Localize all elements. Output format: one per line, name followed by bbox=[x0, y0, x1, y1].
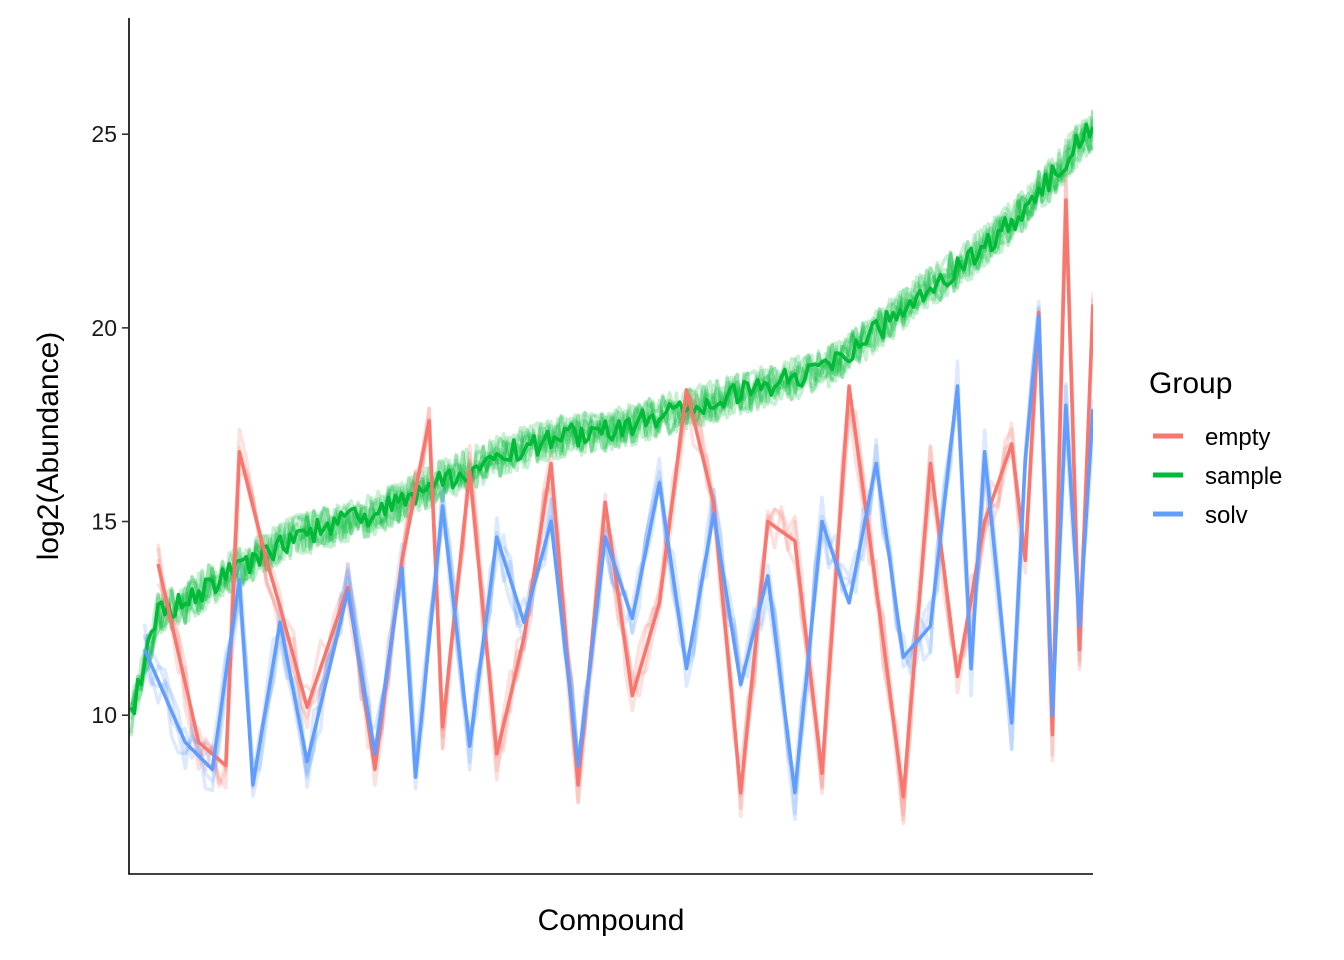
series-sample-replicate bbox=[129, 121, 1093, 708]
legend-label-empty: empty bbox=[1205, 424, 1270, 451]
series-empty-line bbox=[156, 198, 1093, 799]
series-sample-replicate bbox=[129, 123, 1093, 714]
series-lines-layer bbox=[129, 122, 1093, 799]
series-sample-line bbox=[129, 122, 1093, 716]
y-tick-label: 15 bbox=[91, 509, 117, 535]
y-axis-ticks: 10 15 20 25 bbox=[91, 121, 129, 728]
series-sample-replicate bbox=[129, 117, 1093, 713]
legend-label-sample: sample bbox=[1205, 463, 1282, 490]
y-tick-label: 10 bbox=[91, 702, 117, 728]
series-solv-line bbox=[142, 314, 1093, 795]
y-tick-label: 20 bbox=[91, 315, 117, 341]
legend-title: Group bbox=[1149, 367, 1232, 400]
legend: Group empty sample solv bbox=[1149, 367, 1282, 529]
legend-label-solv: solv bbox=[1205, 502, 1248, 529]
x-axis-title: Compound bbox=[538, 904, 685, 937]
series-sample-replicate bbox=[129, 110, 1093, 713]
y-tick-label: 25 bbox=[91, 121, 117, 147]
series-sample-replicate bbox=[129, 122, 1093, 721]
series-sample-replicate bbox=[129, 119, 1093, 708]
y-axis-title: log2(Abundance) bbox=[32, 332, 65, 561]
